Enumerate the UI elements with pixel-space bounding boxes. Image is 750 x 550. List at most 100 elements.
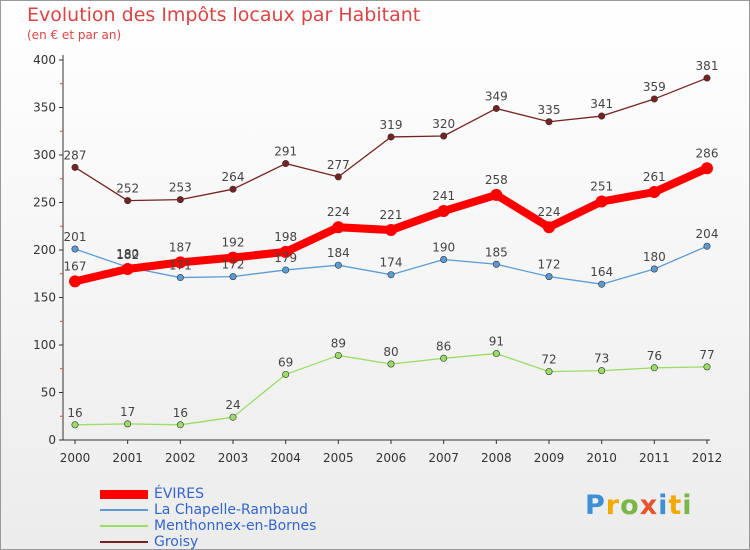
- data-label-groisy: 277: [327, 158, 350, 172]
- data-point-la-chapelle-rambaud: [71, 245, 79, 253]
- data-point-groisy: [282, 160, 290, 168]
- data-point-evires: [69, 275, 81, 288]
- x-tick-label: 2010: [586, 451, 617, 465]
- y-tick-label: 50: [41, 386, 56, 400]
- x-tick-label: 2004: [270, 451, 301, 465]
- data-label-menthonnex-en-bornes: 80: [383, 345, 398, 359]
- data-label-menthonnex-en-bornes: 91: [489, 335, 504, 349]
- data-point-evires: [490, 188, 503, 201]
- data-point-evires: [701, 162, 713, 175]
- data-label-menthonnex-en-bornes: 76: [647, 349, 662, 363]
- legend-label-evires: ÉVIRES: [154, 486, 205, 502]
- data-point-menthonnex-en-bornes: [176, 421, 184, 429]
- logo-letter: i: [658, 490, 669, 521]
- legend-label-groisy: Groisy: [154, 534, 199, 550]
- data-label-groisy: 253: [169, 181, 192, 195]
- y-tick-label: 150: [33, 291, 56, 305]
- data-label-evires: 224: [538, 205, 561, 219]
- data-label-evires: 261: [643, 170, 666, 184]
- data-point-la-chapelle-rambaud: [703, 242, 711, 250]
- data-label-evires: 251: [590, 180, 613, 194]
- data-point-groisy: [545, 118, 553, 126]
- data-label-evires: 286: [696, 146, 719, 160]
- data-point-menthonnex-en-bornes: [492, 350, 500, 358]
- y-tick-label: 300: [33, 148, 56, 162]
- data-label-evires: 224: [327, 205, 350, 219]
- data-point-la-chapelle-rambaud: [387, 271, 395, 279]
- x-tick-label: 2008: [481, 451, 512, 465]
- data-label-la-chapelle-rambaud: 174: [380, 256, 403, 270]
- x-tick-label: 2002: [165, 451, 196, 465]
- data-point-groisy: [440, 132, 448, 140]
- data-point-evires: [174, 256, 187, 269]
- x-tick-label: 2005: [323, 451, 354, 465]
- data-label-la-chapelle-rambaud: 182: [116, 248, 139, 262]
- x-tick-label: 2012: [692, 451, 723, 465]
- logo-letter: i: [682, 490, 693, 521]
- data-point-evires: [595, 195, 608, 208]
- data-label-groisy: 320: [432, 117, 455, 131]
- data-point-evires: [332, 221, 345, 234]
- logo-letter: P: [585, 490, 606, 521]
- data-label-la-chapelle-rambaud: 164: [590, 265, 613, 279]
- data-label-la-chapelle-rambaud: 172: [222, 258, 245, 272]
- data-point-groisy: [598, 112, 606, 120]
- data-point-evires: [385, 224, 397, 237]
- legend-item-menthonnex-en-bornes: Menthonnex-en-Bornes: [100, 518, 316, 534]
- x-tick-label: 2006: [376, 451, 407, 465]
- data-label-menthonnex-en-bornes: 89: [331, 336, 346, 350]
- y-tick-label: 400: [33, 53, 56, 67]
- data-point-groisy: [387, 133, 395, 141]
- data-point-menthonnex-en-bornes: [440, 354, 448, 362]
- data-label-evires: 167: [64, 259, 87, 273]
- data-point-la-chapelle-rambaud: [545, 273, 553, 281]
- data-point-la-chapelle-rambaud: [440, 255, 448, 263]
- data-point-groisy: [650, 95, 658, 103]
- x-tick-label: 2011: [639, 451, 670, 465]
- logo-letter: x: [639, 490, 659, 521]
- data-label-la-chapelle-rambaud: 204: [696, 227, 719, 241]
- data-label-menthonnex-en-bornes: 24: [225, 398, 240, 412]
- y-tick-label: 0: [48, 433, 56, 447]
- legend-swatch-evires: [100, 489, 148, 499]
- data-label-groisy: 291: [274, 145, 297, 159]
- data-point-menthonnex-en-bornes: [124, 420, 132, 428]
- data-point-la-chapelle-rambaud: [176, 274, 184, 282]
- data-point-la-chapelle-rambaud: [229, 273, 237, 281]
- data-point-menthonnex-en-bornes: [71, 421, 79, 429]
- data-label-evires: 187: [169, 240, 192, 254]
- legend-label-la-chapelle-rambaud: La Chapelle-Rambaud: [154, 502, 308, 518]
- legend-swatch-menthonnex-en-bornes: [100, 525, 148, 527]
- data-point-groisy: [703, 74, 711, 82]
- data-point-la-chapelle-rambaud: [598, 280, 606, 288]
- data-point-menthonnex-en-bornes: [598, 367, 606, 375]
- data-label-menthonnex-en-bornes: 86: [436, 339, 451, 353]
- data-point-menthonnex-en-bornes: [703, 363, 711, 371]
- data-point-groisy: [124, 197, 132, 205]
- data-point-evires: [543, 221, 555, 234]
- data-label-evires: 258: [485, 173, 508, 187]
- data-label-groisy: 335: [538, 103, 561, 117]
- data-label-menthonnex-en-bornes: 69: [278, 355, 293, 369]
- x-tick-label: 2000: [60, 451, 91, 465]
- data-label-evires: 180: [116, 247, 139, 261]
- data-label-menthonnex-en-bornes: 77: [699, 348, 714, 362]
- data-point-groisy: [176, 196, 184, 204]
- legend-label-menthonnex-en-bornes: Menthonnex-en-Bornes: [154, 518, 317, 534]
- y-tick-label: 200: [33, 243, 56, 257]
- data-label-groisy: 264: [222, 170, 245, 184]
- legend-swatch-groisy: [100, 541, 148, 543]
- data-label-la-chapelle-rambaud: 172: [538, 258, 561, 272]
- legend-item-evires: ÉVIRES: [100, 486, 316, 502]
- data-label-groisy: 287: [64, 148, 87, 162]
- data-label-groisy: 319: [380, 118, 403, 132]
- logo-letter: r: [605, 490, 621, 521]
- data-label-la-chapelle-rambaud: 171: [169, 259, 192, 273]
- legend-swatch-la-chapelle-rambaud: [100, 509, 148, 511]
- chart-title: Evolution des Impôts locaux par Habitant: [27, 4, 421, 26]
- data-point-menthonnex-en-bornes: [334, 351, 342, 359]
- data-point-evires: [121, 263, 134, 275]
- y-tick-label: 100: [33, 338, 56, 352]
